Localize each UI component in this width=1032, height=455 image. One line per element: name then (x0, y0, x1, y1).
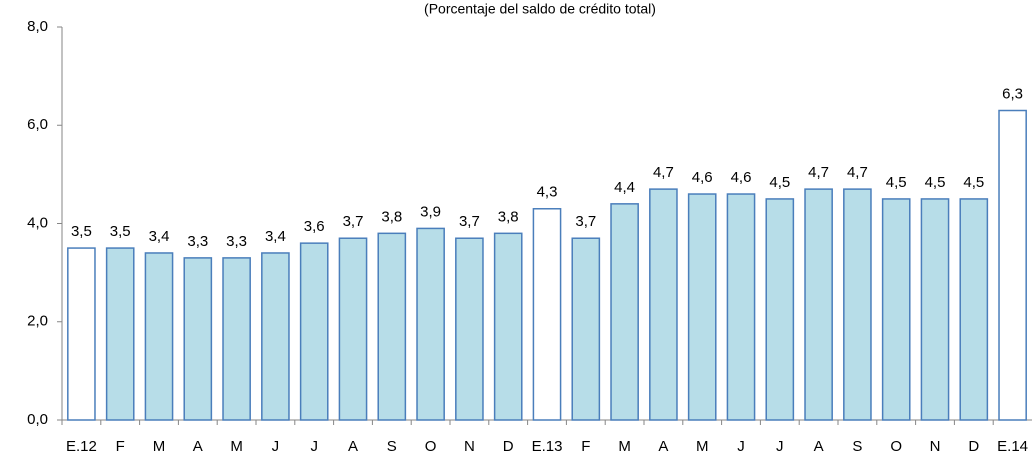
bar (338, 237, 368, 421)
bar (377, 232, 407, 421)
data-label: 3,4 (265, 228, 286, 245)
y-tick-label: 2,0 (27, 313, 48, 330)
data-label: 4,5 (925, 174, 946, 191)
data-label: 4,5 (963, 174, 984, 191)
data-label: 4,4 (614, 179, 635, 196)
chart-subtitle: (Porcentaje del saldo de crédito total) (424, 1, 656, 17)
x-tick-label: A (193, 438, 203, 455)
data-label: 3,5 (71, 223, 92, 240)
data-label: 3,7 (459, 213, 480, 230)
bar (455, 237, 484, 421)
bar (920, 198, 950, 421)
bar (222, 257, 251, 421)
data-label: 4,7 (847, 164, 868, 181)
x-tick-label: O (890, 438, 902, 455)
bar (881, 198, 911, 421)
x-tick-label: E.14 (997, 438, 1028, 455)
x-tick-label: J (310, 438, 318, 455)
x-tick-label: A (814, 438, 824, 455)
bar (649, 188, 678, 421)
bar (183, 257, 213, 421)
data-label: 4,5 (886, 174, 907, 191)
x-tick-label: D (503, 438, 514, 455)
bar (765, 198, 795, 421)
data-label: 3,3 (187, 233, 208, 250)
x-tick-label: A (658, 438, 668, 455)
bar (726, 193, 756, 421)
bar (144, 252, 174, 421)
x-tick-label: M (153, 438, 166, 455)
data-label: 3,7 (343, 213, 364, 230)
x-tick-label: M (230, 438, 243, 455)
bar (299, 242, 329, 421)
x-tick-label: M (618, 438, 631, 455)
data-label: 4,6 (731, 169, 752, 186)
x-tick-label: M (696, 438, 709, 455)
bar (843, 188, 872, 421)
bar (416, 227, 445, 421)
data-label: 4,5 (769, 174, 790, 191)
data-label: 3,8 (498, 208, 519, 225)
data-label: 3,7 (575, 213, 596, 230)
data-label: 4,7 (653, 164, 674, 181)
x-tick-label: E.13 (532, 438, 563, 455)
x-tick-label: E.12 (66, 438, 97, 455)
x-tick-label: F (581, 438, 590, 455)
bar (610, 203, 639, 421)
bar (532, 208, 562, 421)
y-tick-label: 0,0 (27, 411, 48, 428)
x-tick-label: J (272, 438, 280, 455)
x-tick-label: N (464, 438, 475, 455)
data-label: 3,4 (149, 228, 170, 245)
x-tick-label: A (348, 438, 358, 455)
y-tick-label: 8,0 (27, 18, 48, 35)
data-label: 3,8 (381, 208, 402, 225)
data-label: 4,7 (808, 164, 829, 181)
bar (105, 247, 135, 421)
x-tick-label: D (968, 438, 979, 455)
data-label: 3,9 (420, 203, 441, 220)
x-tick-label: J (776, 438, 784, 455)
data-label: 6,3 (1002, 85, 1023, 102)
bar (571, 237, 601, 421)
data-label: 4,3 (537, 184, 558, 201)
x-tick-label: F (116, 438, 125, 455)
y-tick-label: 6,0 (27, 116, 48, 133)
data-label: 3,3 (226, 233, 247, 250)
data-label: 3,6 (304, 218, 325, 235)
x-tick-label: J (737, 438, 745, 455)
x-tick-label: S (387, 438, 397, 455)
x-tick-label: S (852, 438, 862, 455)
x-tick-label: O (425, 438, 437, 455)
bar (67, 247, 96, 421)
bar (493, 232, 523, 421)
bar (261, 252, 290, 421)
bar (687, 193, 717, 421)
bar (804, 188, 833, 421)
y-tick-label: 4,0 (27, 214, 48, 231)
data-label: 3,5 (110, 223, 131, 240)
bar (959, 198, 989, 421)
data-label: 4,6 (692, 169, 713, 186)
x-tick-label: N (930, 438, 941, 455)
bar (998, 109, 1027, 421)
